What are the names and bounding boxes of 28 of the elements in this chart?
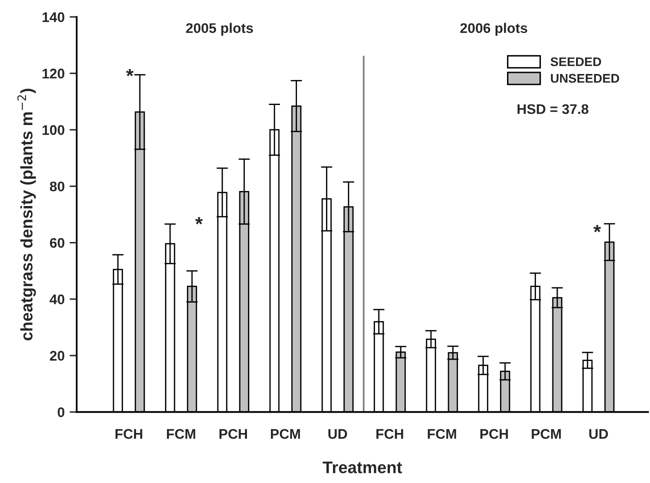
annotation: * [593, 225, 601, 232]
x-tick-label: PCH [480, 429, 508, 439]
legend-label: SEEDED [550, 57, 602, 66]
y-tick-label: 20 [50, 350, 64, 361]
x-tick-label: FCM [166, 429, 196, 439]
x-axis-title: Treatment [322, 462, 402, 474]
y-tick-label: 140 [42, 12, 64, 22]
y-tick-label: 100 [42, 125, 64, 135]
annotation: * [195, 217, 203, 224]
y-tick-label: 120 [42, 68, 64, 79]
x-tick-label: FCM [428, 429, 456, 439]
legend-label: UNSEEDED [550, 74, 620, 83]
y-tick-label: 80 [50, 182, 64, 192]
annotation: * [126, 68, 134, 76]
annotation: 2006 plots [460, 22, 528, 36]
y-tick-label: 60 [50, 238, 64, 248]
x-tick-label: FCH [376, 429, 404, 439]
annotation: HSD = 37.8 [518, 104, 588, 114]
annotation: 2005 plots [186, 22, 253, 36]
y-axis-title: cheatgrass density (plants m$^{−2}$) [17, 88, 36, 340]
x-tick-label: UD [589, 429, 608, 439]
y-tick-label: 0 [58, 407, 64, 418]
x-tick-label: PCM [270, 429, 300, 439]
x-tick-label: UD [328, 429, 348, 439]
x-tick-label: FCH [116, 429, 142, 439]
x-tick-label: PCM [532, 429, 561, 439]
x-tick-label: PCH [220, 429, 247, 439]
y-tick-label: 40 [50, 294, 64, 304]
